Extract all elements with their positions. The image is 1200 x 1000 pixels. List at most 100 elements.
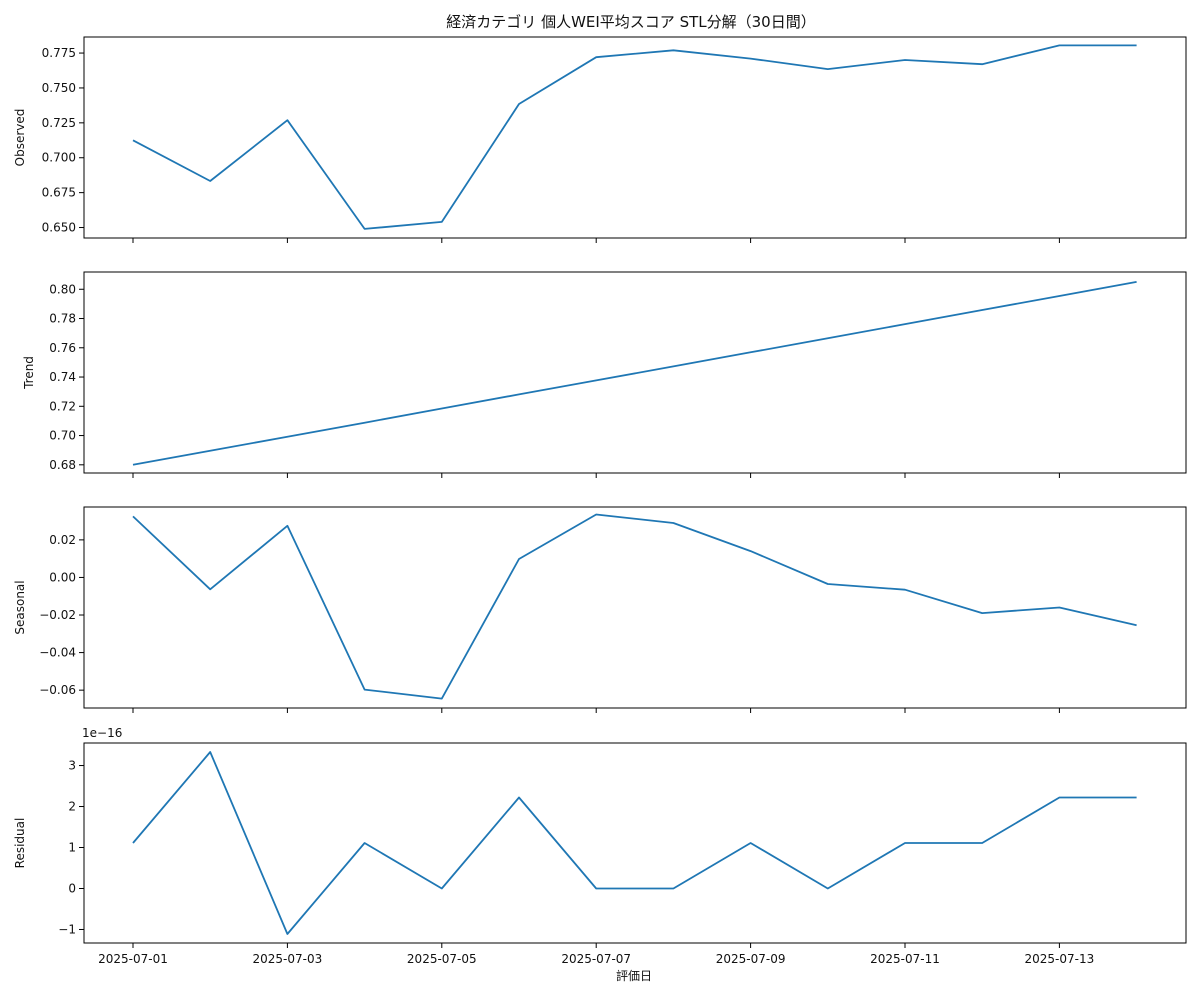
seasonal-data-point	[441, 698, 443, 700]
observed-axes-frame	[83, 36, 1187, 239]
seasonal-data-point	[672, 522, 674, 524]
trend-ytick-label: 0.78	[49, 312, 76, 326]
trend-data-point	[595, 379, 597, 381]
xtick-label: 2025-07-11	[870, 952, 940, 966]
trend-data-point	[209, 450, 211, 452]
trend-data-point	[1136, 281, 1138, 283]
xtick-label: 2025-07-07	[561, 952, 631, 966]
observed-data-point	[1058, 44, 1060, 46]
trend-data-point	[750, 351, 752, 353]
seasonal-data-point	[364, 689, 366, 691]
residual-ytick-label: 3	[68, 759, 76, 773]
observed-data-point	[209, 180, 211, 182]
observed-data-point	[132, 139, 134, 141]
seasonal-data-point	[904, 589, 906, 591]
observed-data-point	[441, 221, 443, 223]
residual-ytick-label: 0	[68, 881, 76, 895]
observed-data-point	[750, 58, 752, 60]
seasonal-ytick-label: −0.06	[39, 683, 76, 697]
seasonal-data-point	[518, 558, 520, 560]
seasonal-data-point	[286, 525, 288, 527]
seasonal-ytick-label: 0.00	[49, 570, 76, 584]
seasonal-data-point	[750, 550, 752, 552]
observed-series-line	[132, 44, 1137, 230]
seasonal-y-axis-label: Seasonal	[13, 580, 27, 634]
residual-ytick-label: 1	[68, 841, 76, 855]
residual-data-point	[595, 887, 597, 889]
observed-data-point	[286, 119, 288, 121]
xtick-label: 2025-07-03	[253, 952, 323, 966]
seasonal-data-point	[132, 515, 134, 517]
panel-observed: 0.650 0.675 0.700 0.725 0.750 0.775 Observed	[13, 36, 1187, 243]
xtick-label: 2025-07-05	[407, 952, 477, 966]
trend-series-line	[132, 281, 1137, 466]
trend-ytick-label: 0.72	[49, 399, 76, 413]
residual-data-point	[364, 842, 366, 844]
observed-ytick-label: 0.775	[42, 46, 76, 60]
residual-data-point	[904, 842, 906, 844]
observed-ytick-label: 0.700	[42, 151, 76, 165]
residual-data-point	[981, 842, 983, 844]
trend-data-point	[518, 393, 520, 395]
seasonal-ytick-label: −0.04	[39, 646, 76, 660]
x-axis-label: 評価日	[616, 968, 652, 983]
trend-ytick-label: 0.76	[49, 341, 76, 355]
observed-ytick-label: 0.725	[42, 116, 76, 130]
observed-data-point	[672, 49, 674, 51]
panel-residual: −1 0 1 2 3 Residual 1e−16	[13, 726, 1187, 948]
residual-data-point	[1058, 797, 1060, 799]
trend-ytick-label: 0.80	[49, 282, 76, 296]
seasonal-series-line	[132, 513, 1137, 700]
trend-data-point	[364, 422, 366, 424]
trend-data-point	[827, 337, 829, 339]
panels-group: 0.6500.6750.7000.7250.7500.775Observed0.…	[13, 36, 1187, 966]
seasonal-axes-frame	[83, 506, 1187, 709]
residual-series-line	[132, 751, 1137, 935]
observed-data-point	[595, 56, 597, 58]
trend-ytick-label: 0.74	[49, 370, 76, 384]
seasonal-ytick-label: 0.02	[49, 533, 76, 547]
residual-data-point	[518, 797, 520, 799]
observed-data-point	[981, 63, 983, 65]
residual-data-point	[209, 751, 211, 753]
trend-y-axis-label: Trend	[22, 356, 36, 390]
seasonal-data-point	[209, 588, 211, 590]
observed-data-point	[904, 59, 906, 61]
residual-data-point	[672, 887, 674, 889]
observed-ytick-label: 0.675	[42, 186, 76, 200]
trend-data-point	[441, 407, 443, 409]
residual-data-point	[286, 933, 288, 935]
residual-offset-text: 1e−16	[82, 726, 122, 740]
residual-data-point	[132, 842, 134, 844]
observed-ytick-label: 0.650	[42, 221, 76, 235]
trend-data-point	[672, 365, 674, 367]
residual-data-point	[750, 842, 752, 844]
observed-data-point	[364, 228, 366, 230]
trend-data-point	[132, 464, 134, 466]
seasonal-data-point	[1136, 624, 1138, 626]
trend-data-point	[1058, 295, 1060, 297]
trend-data-point	[286, 436, 288, 438]
seasonal-data-point	[827, 583, 829, 585]
observed-data-point	[518, 103, 520, 105]
observed-data-point	[827, 68, 829, 70]
xtick-label: 2025-07-09	[716, 952, 786, 966]
residual-data-point	[1136, 797, 1138, 799]
trend-data-point	[981, 309, 983, 311]
chart-title: 経済カテゴリ 個人WEI平均スコア STL分解（30日間）	[446, 13, 815, 31]
residual-axes-frame	[83, 742, 1187, 944]
residual-ytick-label: −1	[58, 922, 76, 936]
trend-ytick-label: 0.68	[49, 458, 76, 472]
trend-axes-frame	[83, 271, 1187, 474]
seasonal-data-point	[1058, 607, 1060, 609]
panel-trend: 0.68 0.70 0.72 0.74 0.76 0.78 0.80 Trend	[22, 271, 1187, 478]
trend-ytick-label: 0.70	[49, 429, 76, 443]
observed-data-point	[1136, 44, 1138, 46]
panel-seasonal: −0.06 −0.04 −0.02 0.00 0.02 Seasonal	[13, 506, 1187, 713]
residual-data-point	[827, 887, 829, 889]
xtick-label: 2025-07-13	[1025, 952, 1095, 966]
xtick-label: 2025-07-01	[98, 952, 168, 966]
residual-y-axis-label: Residual	[13, 818, 27, 869]
trend-data-point	[904, 323, 906, 325]
